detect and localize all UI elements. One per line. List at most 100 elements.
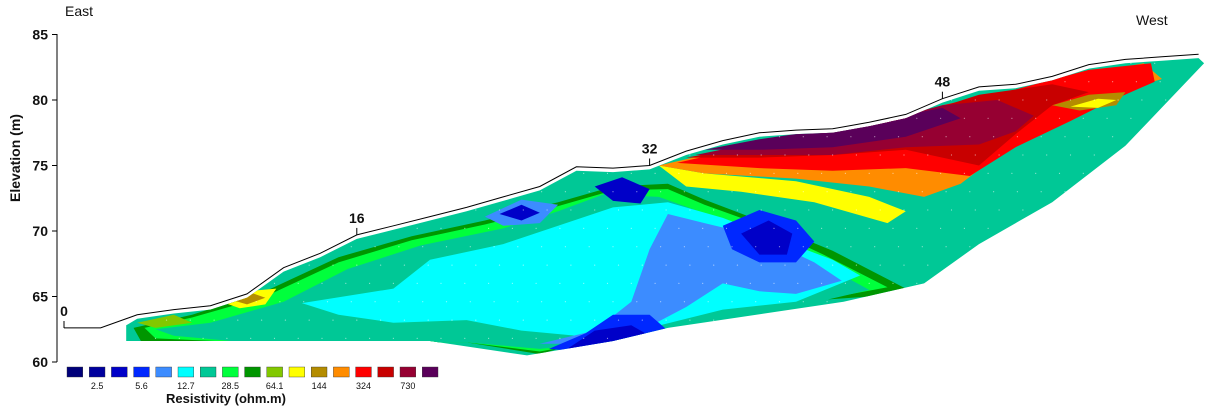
data-point <box>546 154 548 156</box>
y-axis-ticks: 60 65 70 75 80 85 <box>32 27 57 370</box>
data-point <box>987 337 989 339</box>
data-point <box>821 227 823 229</box>
data-point <box>445 301 448 303</box>
data-point <box>993 81 995 83</box>
data-point <box>855 99 858 101</box>
data-point <box>617 264 620 266</box>
data-point <box>1117 154 1119 156</box>
data-point <box>541 136 543 138</box>
data-point <box>606 172 609 174</box>
data-point <box>231 301 233 303</box>
data-point <box>1022 264 1024 266</box>
data-point <box>517 301 519 303</box>
data-point <box>440 172 442 174</box>
data-point <box>725 337 728 339</box>
data-point <box>226 172 228 174</box>
data-point <box>974 154 976 156</box>
data-point <box>380 209 382 211</box>
data-point <box>321 282 323 284</box>
data-point <box>498 99 501 101</box>
data-point <box>303 191 305 193</box>
data-point <box>350 81 352 83</box>
data-point <box>702 172 704 174</box>
resistivity-zone <box>594 177 650 204</box>
data-point <box>1040 136 1042 138</box>
colorbar-swatch <box>333 366 350 378</box>
data-point <box>689 99 691 101</box>
data-point <box>630 337 632 339</box>
data-point <box>541 246 543 248</box>
data-point <box>1022 209 1024 211</box>
data-point <box>226 282 228 284</box>
data-point <box>821 282 823 284</box>
data-point <box>374 301 376 303</box>
colorbar-swatch <box>422 366 439 378</box>
data-point <box>522 209 524 211</box>
data-point <box>451 209 453 211</box>
data-point <box>284 264 286 266</box>
data-point <box>535 282 537 284</box>
data-point <box>237 264 239 266</box>
data-point <box>255 246 257 248</box>
data-point <box>178 227 180 229</box>
data-point <box>273 282 276 284</box>
data-point <box>832 319 834 321</box>
data-point <box>903 154 905 156</box>
colorbar-swatch <box>311 366 328 378</box>
data-point <box>422 81 424 83</box>
data-point <box>356 99 358 101</box>
data-point <box>921 301 923 303</box>
data-point <box>202 227 204 229</box>
data-point <box>1035 282 1037 284</box>
data-point <box>1046 99 1048 101</box>
data-point <box>1064 136 1066 138</box>
colorbar-swatch <box>355 366 372 378</box>
data-point <box>683 301 686 303</box>
data-point <box>689 319 691 321</box>
data-point <box>773 337 775 339</box>
data-point <box>1082 282 1084 284</box>
data-point <box>226 227 228 229</box>
data-point <box>469 81 471 83</box>
data-point <box>998 264 1000 266</box>
data-point <box>416 117 418 119</box>
data-point <box>511 62 513 64</box>
data-point <box>588 81 590 83</box>
data-point <box>617 209 620 211</box>
data-point <box>797 282 799 284</box>
data-point <box>583 117 585 119</box>
data-point <box>1088 191 1090 193</box>
data-point <box>879 209 881 211</box>
data-point <box>583 62 585 64</box>
data-point <box>892 227 894 229</box>
colorbar-tick-label: 2.5 <box>91 381 104 391</box>
data-point <box>855 154 858 156</box>
data-point <box>541 301 543 303</box>
data-point <box>564 301 567 303</box>
data-point <box>189 154 191 156</box>
data-point <box>678 172 680 174</box>
data-point <box>440 117 442 119</box>
colorbar-swatch <box>155 366 172 378</box>
data-point <box>921 191 923 193</box>
data-point <box>1082 172 1084 174</box>
data-point <box>1154 117 1156 119</box>
data-point <box>855 319 858 321</box>
data-point <box>261 154 263 156</box>
data-point <box>303 301 305 303</box>
data-point <box>969 81 971 83</box>
data-point <box>1106 117 1108 119</box>
data-point <box>654 337 656 339</box>
data-point <box>778 301 781 303</box>
data-point <box>702 282 704 284</box>
data-point <box>422 301 424 303</box>
data-point <box>654 227 656 229</box>
data-point <box>493 191 495 193</box>
data-point <box>641 319 643 321</box>
data-point <box>1082 117 1084 119</box>
data-point <box>154 172 157 174</box>
data-point <box>226 337 228 339</box>
data-point <box>773 227 775 229</box>
data-point <box>940 227 942 229</box>
